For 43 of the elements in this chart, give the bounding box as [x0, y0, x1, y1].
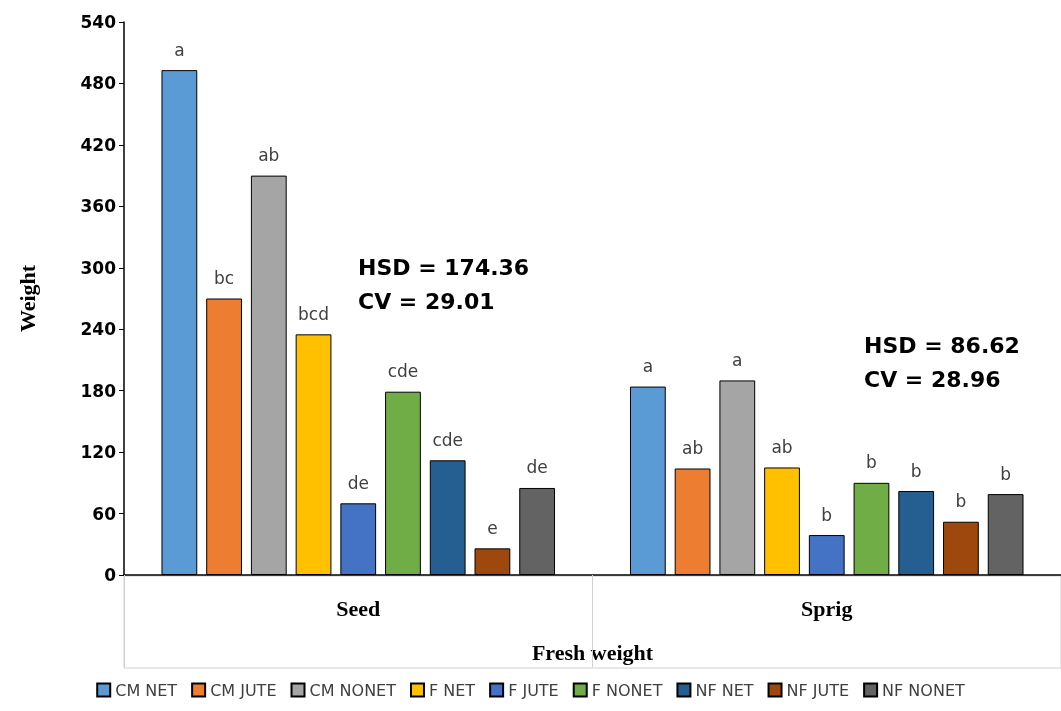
legend-label: NF NONET: [882, 680, 966, 700]
data-label: a: [642, 356, 654, 377]
data-label: b: [821, 504, 833, 525]
data-label: b: [910, 460, 922, 481]
legend-label: CM NET: [115, 680, 178, 700]
data-label: b: [955, 491, 967, 512]
annotation: HSD = 174.36 CV = 29.01: [358, 254, 530, 314]
y-tick-label: 360: [80, 196, 117, 217]
legend-label: F NONET: [591, 680, 663, 700]
y-tick-label: 120: [80, 442, 117, 463]
annotation: HSD = 86.62 CV = 28.96: [864, 332, 1020, 392]
legend-label: NF JUTE: [786, 680, 850, 700]
y-tick-label: 0: [104, 565, 117, 585]
data-label: ab: [771, 436, 793, 457]
data-label: b: [866, 452, 877, 473]
y-tick-label: 300: [80, 257, 117, 278]
data-label: bcd: [298, 303, 329, 324]
data-label: ab: [258, 145, 280, 166]
data-label: a: [174, 39, 185, 60]
y-tick-label: 240: [80, 319, 117, 340]
data-label: e: [487, 517, 498, 538]
data-label: cde: [387, 361, 419, 382]
data-label: b: [1000, 463, 1012, 484]
legend-label: CM JUTE: [210, 680, 277, 700]
data-label: bc: [214, 268, 235, 288]
legend-label: F NET: [428, 680, 476, 700]
legend-label: NF NET: [695, 680, 754, 700]
y-tick-label: 180: [80, 380, 117, 401]
data-label: a: [732, 349, 743, 370]
y-tick-label: 60: [92, 503, 117, 524]
x-axis-title: Fresh weight: [531, 639, 654, 665]
data-label: cde: [432, 429, 463, 450]
y-tick-label: 540: [80, 12, 117, 32]
x-tick-label: Seed: [336, 595, 381, 621]
x-tick-label: Sprig: [801, 595, 853, 621]
legend-label: F JUTE: [508, 680, 559, 700]
data-label: de: [347, 472, 369, 493]
y-tick-label: 420: [80, 134, 117, 155]
data-label: ab: [681, 438, 704, 458]
y-tick-label: 480: [80, 73, 117, 94]
legend-label: CM NONET: [309, 680, 397, 700]
data-label: de: [526, 457, 548, 478]
y-axis-title: Weight: [14, 264, 40, 333]
